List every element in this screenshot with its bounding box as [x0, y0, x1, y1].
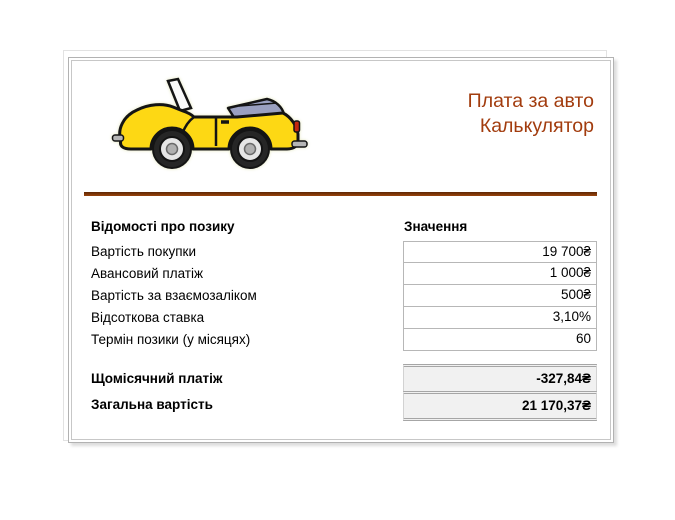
trade-in-cell[interactable]: 500₴	[403, 285, 597, 307]
calculator-card: Плата за авто Калькулятор Відомості про …	[68, 57, 614, 443]
total-cost-cell: 21 170,37₴	[403, 391, 597, 421]
loan-term-label: Термін позики (у місяцях)	[91, 332, 251, 347]
monthly-payment-cell: -327,84₴	[403, 364, 597, 391]
windshield-icon	[166, 77, 193, 113]
purchase-price-label: Вартість покупки	[91, 244, 197, 259]
divider-rule	[84, 192, 597, 196]
page-title: Плата за авто Калькулятор	[468, 89, 594, 139]
loan-input-table: Вартість покупки 19 700₴ Авансовий платі…	[91, 241, 597, 351]
table-row: Авансовий платіж 1 000₴	[91, 263, 597, 285]
interest-rate-cell[interactable]: 3,10%	[403, 307, 597, 329]
down-payment-label: Авансовий платіж	[91, 266, 204, 281]
total-cost-label: Загальна вартість	[91, 397, 213, 412]
rear-bumper-icon	[291, 140, 308, 148]
front-bumper-icon	[111, 134, 125, 142]
table-row: Щомісячний платіж -327,84₴	[91, 364, 597, 391]
value-header: Значення	[404, 219, 468, 234]
monthly-payment-label: Щомісячний платіж	[91, 371, 223, 386]
title-line-1: Плата за авто	[467, 90, 594, 112]
table-row: Відсоткова ставка 3,10%	[91, 307, 597, 329]
loan-info-header: Відомості про позику	[91, 219, 235, 234]
table-header-row: Відомості про позику Значення	[91, 216, 597, 238]
title-line-2: Калькулятор	[479, 115, 594, 137]
car-icon	[111, 77, 308, 169]
purchase-price-cell[interactable]: 19 700₴	[403, 241, 597, 263]
results-table: Щомісячний платіж -327,84₴ Загальна варт…	[91, 364, 597, 421]
down-payment-cell[interactable]: 1 000₴	[403, 263, 597, 285]
table-row: Загальна вартість 21 170,37₴	[91, 391, 597, 421]
loan-term-cell[interactable]: 60	[403, 329, 597, 351]
car-body-icon	[118, 103, 300, 151]
table-row: Термін позики (у місяцях) 60	[91, 329, 597, 351]
taillight-icon	[293, 120, 301, 133]
front-wheel-icon	[152, 129, 192, 169]
trade-in-label: Вартість за взаємозаліком	[91, 288, 257, 303]
interest-rate-label: Відсоткова ставка	[91, 310, 205, 325]
table-row: Вартість покупки 19 700₴	[91, 241, 597, 263]
rear-wheel-icon	[230, 129, 270, 169]
table-row: Вартість за взаємозаліком 500₴	[91, 285, 597, 307]
